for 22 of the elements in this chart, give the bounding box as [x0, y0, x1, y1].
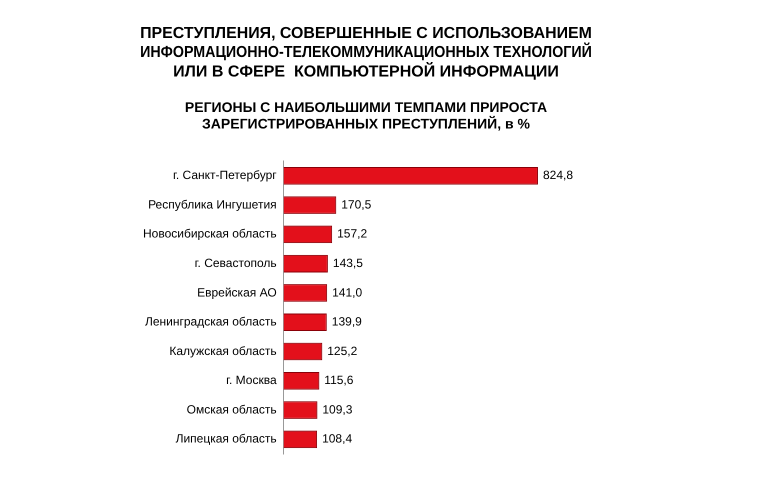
y-tick-label: Ленинградская область	[144, 314, 277, 329]
data-label: 143,5	[332, 256, 364, 270]
y-tick-label: г. Севастополь	[194, 256, 277, 270]
y-tick-label: Новосибирская область	[142, 226, 277, 241]
y-tick-label: г. Москва	[226, 373, 277, 388]
chart-subtitle: РЕГИОНЫ С НАИБОЛЬШИМИ ТЕМПАМИ ПРИРОСТА ЗАРЕГИСТРИРОВАННЫХ ПРЕСТУПЛЕНИЙ, в %	[184, 98, 548, 132]
data-label: 108,4	[322, 432, 352, 446]
y-tick-label: Республика Ингушетия	[148, 197, 277, 212]
y-tick-label: Омская область	[186, 402, 277, 416]
y-tick-label: Калужская область	[169, 344, 277, 358]
data-label: 109,3	[322, 402, 353, 416]
data-label: 139,9	[332, 314, 362, 329]
data-label: 125,2	[327, 344, 358, 358]
data-label: 170,5	[341, 197, 372, 212]
data-label: 824,8	[542, 168, 574, 182]
data-label: 141,0	[332, 285, 362, 300]
data-label: 157,2	[337, 226, 368, 241]
y-tick-label: г. Санкт-Петербург	[172, 168, 278, 182]
y-tick-label: Еврейская АО	[197, 285, 277, 300]
data-label: 115,6	[324, 373, 354, 388]
chart-title: ПРЕСТУПЛЕНИЯ, СОВЕРШЕННЫЕ С ИСПОЛЬЗОВАНИЕМ ИНФОРМАЦИОННО-ТЕЛЕКОММУНИКАЦИОННЫХ ТЕХНОЛОГИЙ ИЛИ В СФЕРЕ КОМПЬЮТЕРНОЙ ИНФОРМАЦИИ	[140, 24, 592, 80]
y-tick-label: Липецкая область	[176, 432, 277, 446]
